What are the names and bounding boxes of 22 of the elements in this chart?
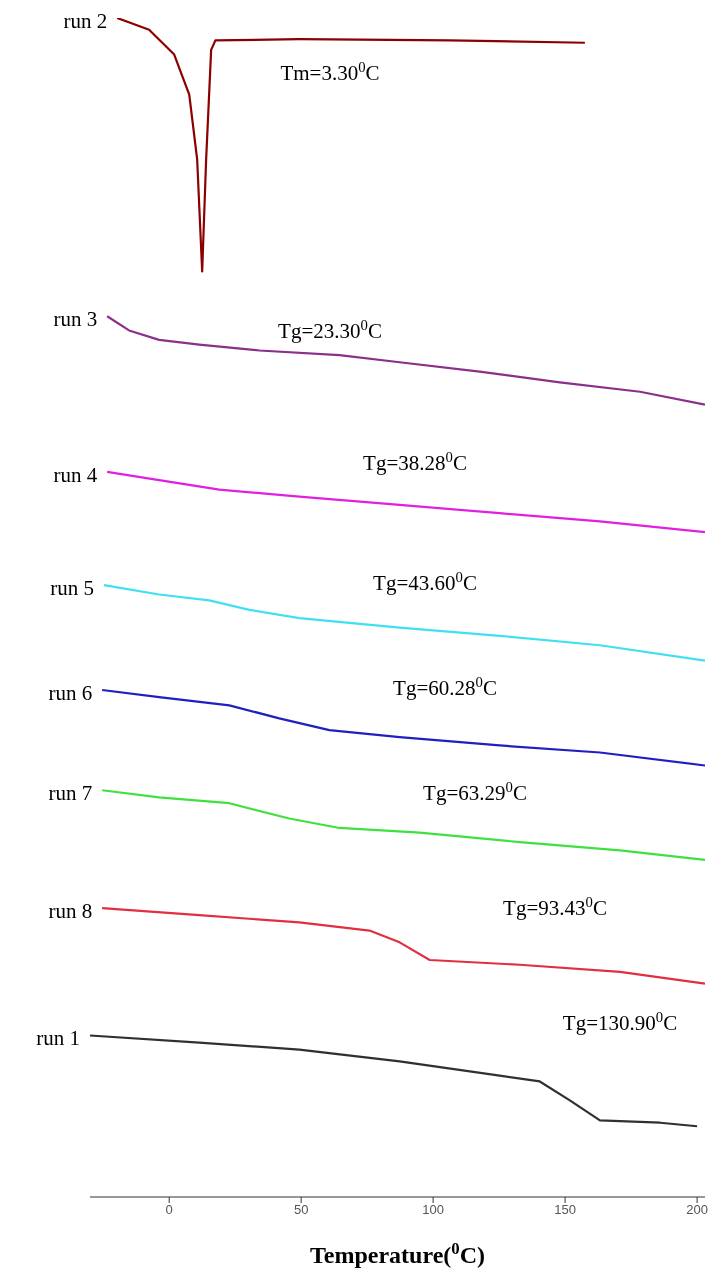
annotation: Tg=60.28$^{0}$C [393, 674, 497, 700]
series-label: run 8 [48, 899, 93, 924]
annotation: Tg=38.28$^{0}$C [363, 449, 467, 475]
series-label: run 2 [63, 9, 108, 33]
series-label: run 7 [48, 781, 93, 806]
annotation: Tg=93.43$^{0}$C [503, 894, 607, 920]
series-label: run 1 [36, 1026, 80, 1051]
x-tick-label: 100 [422, 1202, 444, 1218]
series-label: run 5 [50, 576, 94, 601]
x-tick-label: 0 [165, 1202, 173, 1218]
x-tick-label: 50 [293, 1202, 309, 1218]
series-label: run 4 [53, 462, 98, 487]
annotation: Tm=3.30$^{0}$C [280, 59, 380, 85]
x-tick-label: 200 [686, 1202, 708, 1218]
annotation: Tg=23.30$^{0}$C [278, 317, 382, 343]
annotation: Tg=43.60$^{0}$C [373, 569, 477, 595]
series-label: run 6 [48, 681, 93, 706]
x-tick-label: 150 [554, 1202, 576, 1218]
x-axis-title: Temperature($^{0}$C) [309, 1238, 486, 1268]
annotation: Tg=130.90$^{0}$C [562, 1009, 678, 1035]
series-label: run 3 [53, 307, 98, 332]
annotation: Tg=63.29$^{0}$C [423, 779, 527, 805]
